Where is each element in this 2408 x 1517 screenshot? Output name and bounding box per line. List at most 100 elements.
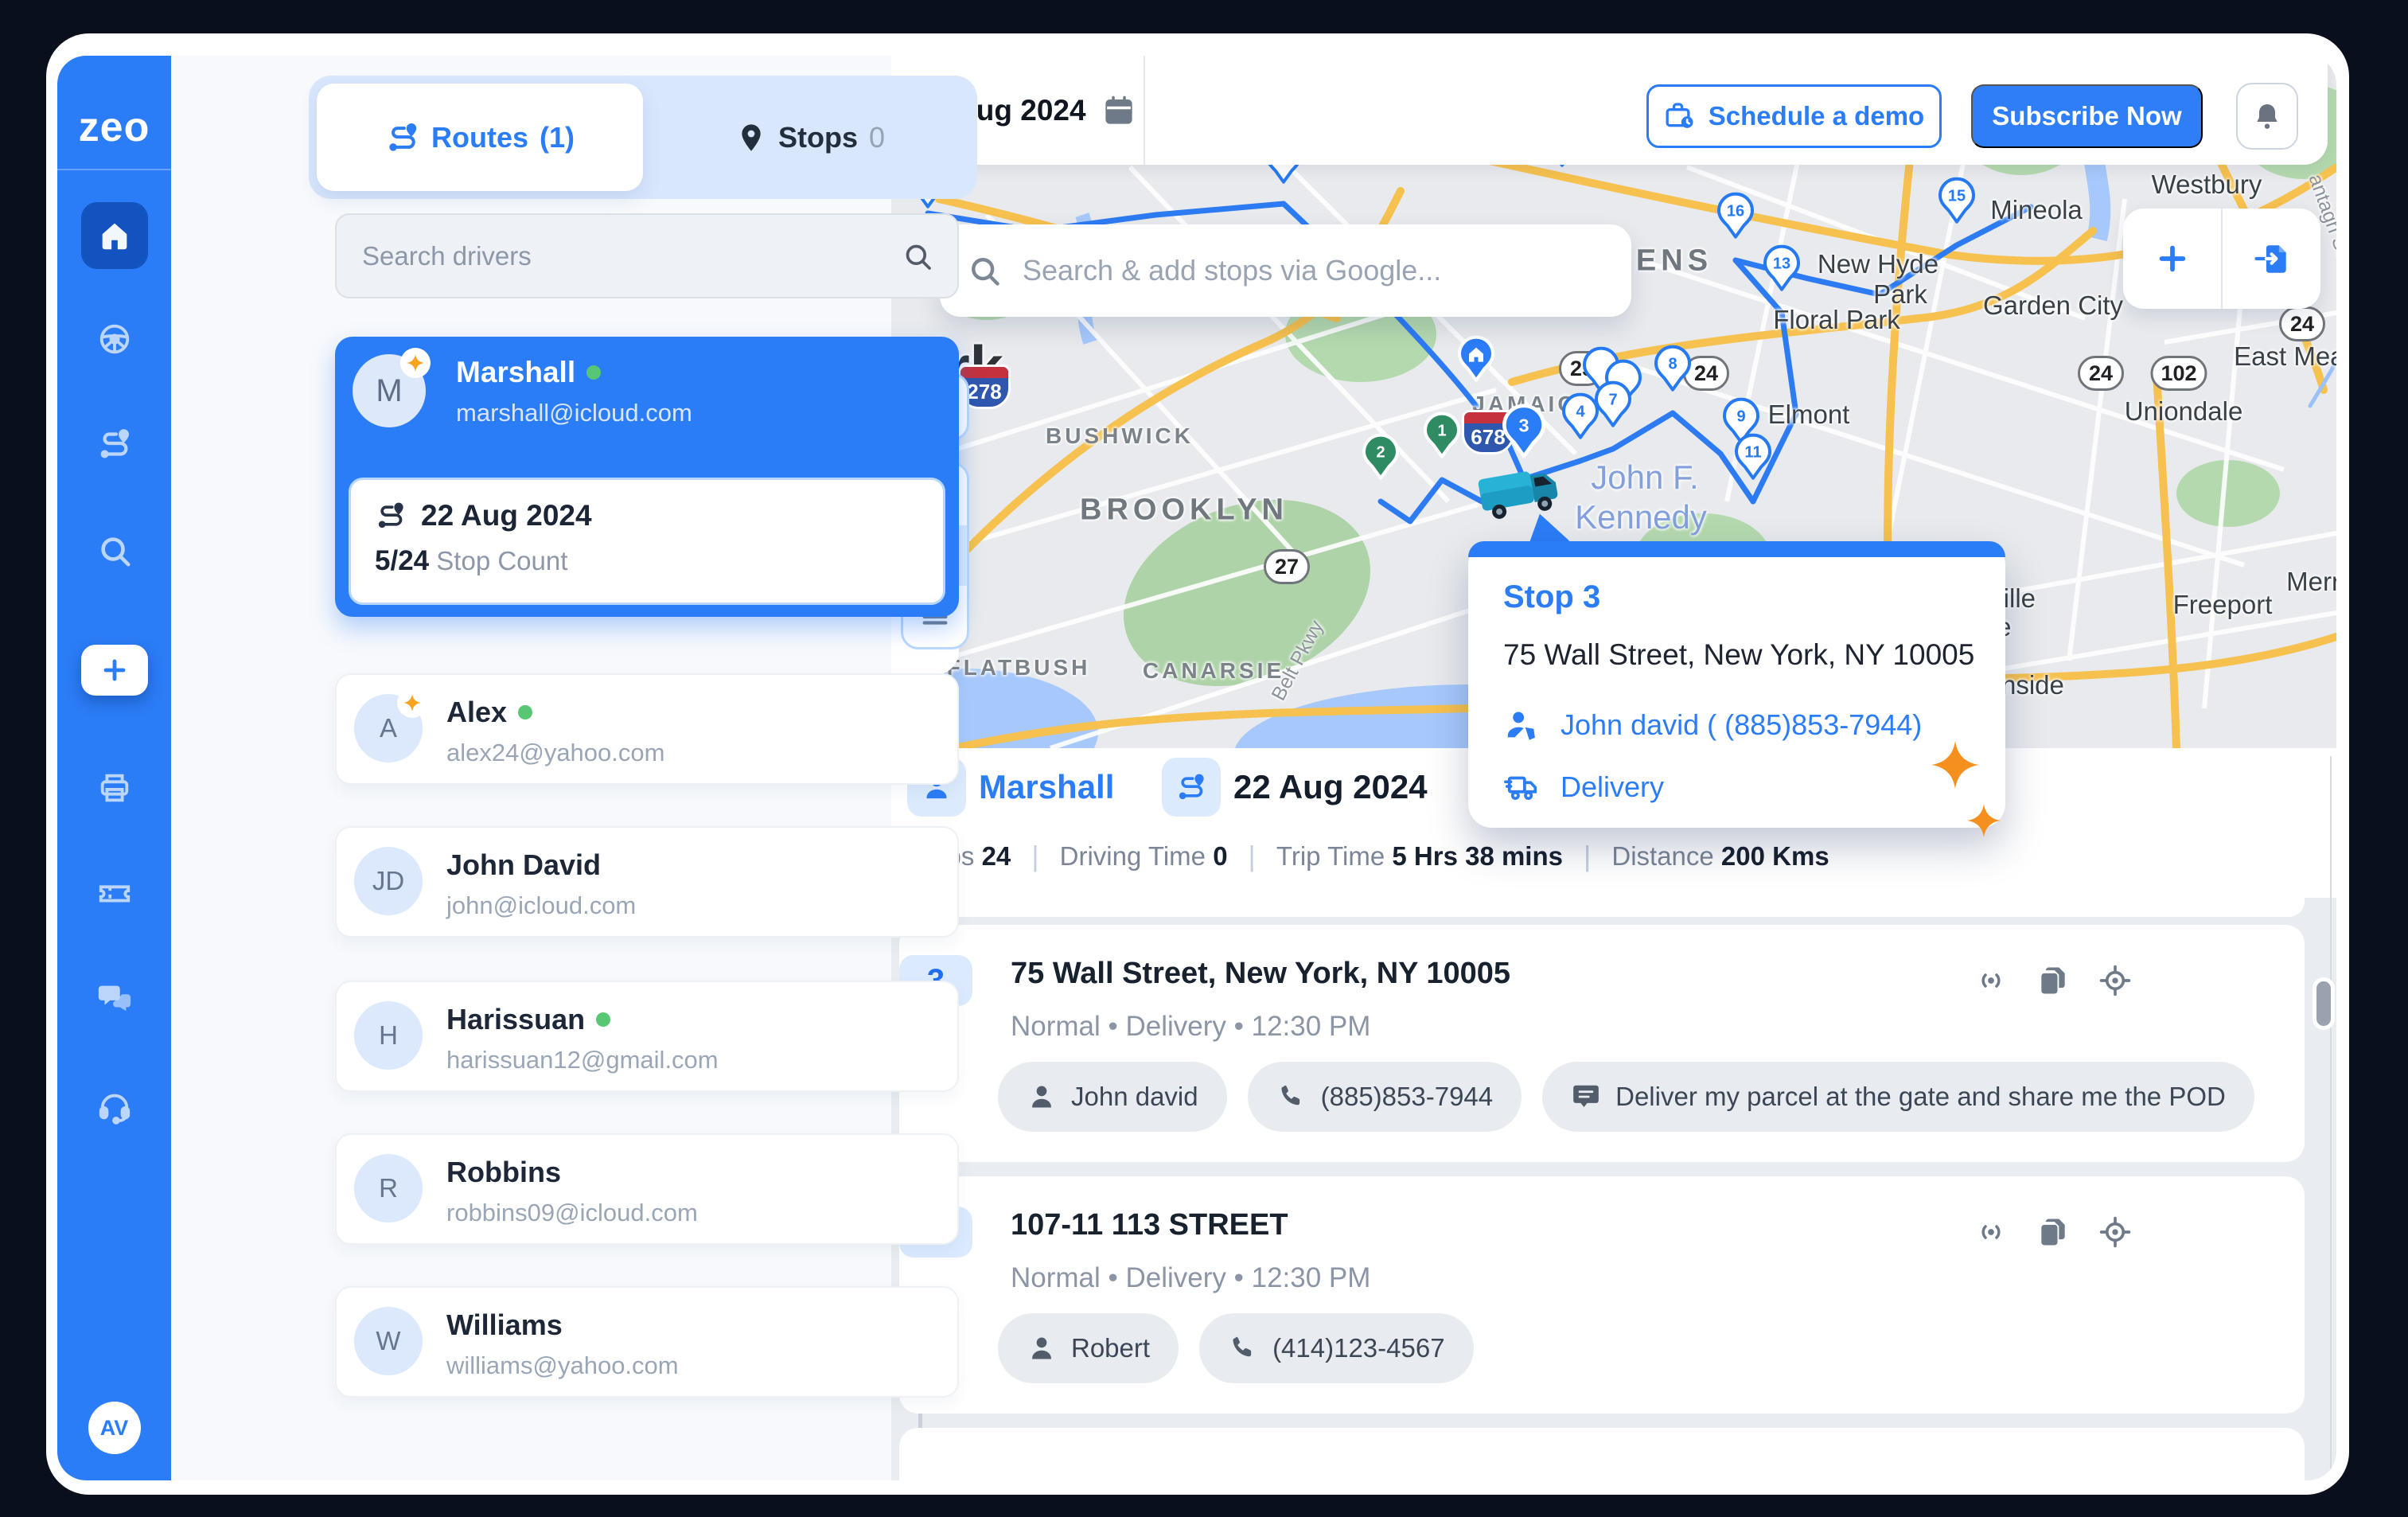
add-stop-button[interactable] [2123, 209, 2223, 309]
stop-chip-person[interactable]: Robert [998, 1313, 1179, 1383]
route-date-card[interactable]: 22 Aug 2024 5/24 Stop Count [349, 478, 945, 605]
stop-address: 75 Wall Street, New York, NY 10005 [1011, 957, 1511, 990]
locate-icon[interactable] [2098, 1215, 2133, 1250]
svg-text:2: 2 [1376, 444, 1385, 462]
popup-service-text: Delivery [1561, 770, 1665, 803]
map-label: Elmont [1767, 400, 1850, 429]
map-pin-15[interactable]: 15 [1938, 177, 1975, 224]
popup-title: Stop 3 [1503, 579, 1601, 614]
sidebar-item-drivers[interactable] [96, 321, 133, 357]
driver-name: Williams [446, 1308, 563, 1341]
sidebar-item-print[interactable] [96, 770, 133, 806]
driver-email: marshall@icloud.com [456, 399, 692, 427]
map-pin-16[interactable]: 16 [1717, 192, 1754, 239]
person-tag-icon [1507, 712, 1535, 740]
summary-date[interactable]: 22 Aug 2024 [1233, 768, 1428, 805]
drivers-panel: Routes (1) Stops 0 M [171, 56, 977, 1480]
tab-stops[interactable]: Stops 0 [651, 76, 969, 199]
driver-card[interactable]: W Williams williams@yahoo.com [335, 1286, 959, 1398]
map-label: New Hyde [1817, 249, 1939, 279]
map-pin-11[interactable]: 11 [1735, 433, 1771, 480]
sparkle-icon [1931, 740, 1980, 790]
sidebar-item-support[interactable] [96, 1088, 133, 1125]
sidebar-item-routes[interactable] [96, 426, 133, 462]
sidebar-add-button[interactable] [80, 645, 148, 696]
map-label: Merric [2286, 567, 2336, 596]
road-shield: 24 [2078, 356, 2124, 391]
online-dot [518, 705, 533, 720]
tab-routes[interactable]: Routes (1) [317, 84, 643, 191]
sidebar-item-tickets[interactable] [96, 875, 133, 911]
svg-text:9: 9 [1736, 408, 1745, 426]
app-window: Westbury Mineola New Hyde Park Floral Park Ga… [57, 56, 2336, 1480]
driver-card[interactable]: A Alex alex24@yahoo.com [335, 673, 959, 785]
stop-chip-phone[interactable]: (885)853-7944 [1247, 1062, 1522, 1132]
live-track-icon[interactable] [1974, 1215, 2009, 1250]
steering-wheel-icon [99, 324, 129, 354]
online-dot [596, 1012, 611, 1027]
search-icon [972, 258, 999, 286]
map-label: BROOKLYN [1080, 493, 1288, 527]
driver-search-input[interactable] [360, 240, 902, 272]
map-pin-7[interactable]: 7 [1595, 380, 1631, 427]
sidebar-item-chat[interactable] [96, 980, 133, 1016]
map-pin-4[interactable]: 4 [1562, 392, 1599, 439]
stop-meta: Normal • Delivery • 12:30 PM [1011, 1011, 1371, 1042]
driver-card[interactable]: H Harissuan harissuan12@gmail.com [335, 981, 959, 1092]
road-shield: 102 [2150, 356, 2207, 391]
scrollbar-thumb[interactable] [2313, 977, 2335, 1030]
stop-chip-phone[interactable]: (414)123-4567 [1199, 1313, 1474, 1383]
import-stops-button[interactable] [2223, 209, 2320, 309]
map-label: Garden City [1982, 291, 2124, 320]
map-pin-8[interactable]: 8 [1654, 345, 1691, 392]
summary-driver-name[interactable]: Marshall [979, 768, 1115, 805]
selected-route-card[interactable]: M Marshall marshall@icloud.com 22 Aug [335, 337, 959, 617]
summary-stat: Trip Time 5 Hrs 38 mins [1276, 841, 1563, 871]
map-pin-home[interactable] [1458, 335, 1494, 382]
previous-stop-card-edge [899, 898, 2305, 917]
user-avatar[interactable]: AV [88, 1402, 141, 1454]
route-icon [100, 429, 129, 458]
map-label: Kennedy [1575, 498, 1707, 536]
popup-contact[interactable]: John david ( (885)853-7944) [1503, 707, 1922, 743]
panel-tabs: Routes (1) Stops 0 [309, 76, 977, 199]
copy-icon[interactable] [2036, 1215, 2071, 1250]
online-dot [586, 365, 602, 380]
live-track-icon[interactable] [1974, 963, 2009, 998]
driver-avatar: H [354, 1001, 423, 1070]
map-search[interactable] [940, 224, 1631, 317]
svg-text:7: 7 [1608, 392, 1617, 409]
driver-search[interactable] [335, 213, 959, 298]
locate-icon[interactable] [2098, 963, 2133, 998]
search-icon [100, 537, 131, 567]
avatar-initial: M [376, 372, 403, 408]
map-search-input[interactable] [1021, 253, 1604, 288]
sidebar-item-home[interactable] [80, 202, 148, 269]
driver-card[interactable]: JD John David john@icloud.com [335, 826, 959, 938]
map-label: Freeport [2172, 590, 2273, 619]
driver-email: john@icloud.com [446, 891, 637, 919]
map-pin-1[interactable]: 1 [1424, 411, 1460, 458]
sidebar-item-search[interactable] [96, 532, 133, 569]
driver-card[interactable]: R Robbins robbins09@icloud.com [335, 1133, 959, 1245]
subscribe-button[interactable]: Subscribe Now [1971, 84, 2203, 148]
copy-icon[interactable] [2036, 963, 2071, 998]
summary-stat: Distance 200 Kms [1611, 841, 1829, 871]
notifications-button[interactable] [2236, 83, 2298, 150]
route-icon [389, 123, 417, 151]
schedule-demo-button[interactable]: Schedule a demo [1646, 84, 1942, 148]
headset-icon [99, 1094, 130, 1125]
map-pin-2[interactable]: 2 [1362, 433, 1399, 480]
stop-chip-person[interactable]: John david [998, 1062, 1227, 1132]
driver-name: Alex [446, 696, 533, 729]
scrollbar-track[interactable] [2330, 756, 2332, 1472]
map-pin-13[interactable]: 13 [1763, 244, 1800, 291]
stop-card[interactable]: 375 Wall Street, New York, NY 10005Norma… [899, 925, 2305, 1162]
tab-stops-label: Stops [777, 120, 858, 154]
stop-progress: 5/24 [375, 545, 430, 576]
map-label: Uniondale [2124, 396, 2243, 426]
map-pin-3[interactable]: 3 [1502, 404, 1545, 458]
stop-chip-note[interactable]: Deliver my parcel at the gate and share … [1542, 1062, 2254, 1132]
